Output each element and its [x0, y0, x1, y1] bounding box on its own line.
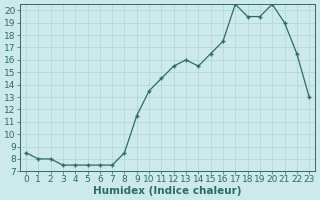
X-axis label: Humidex (Indice chaleur): Humidex (Indice chaleur) [93, 186, 242, 196]
